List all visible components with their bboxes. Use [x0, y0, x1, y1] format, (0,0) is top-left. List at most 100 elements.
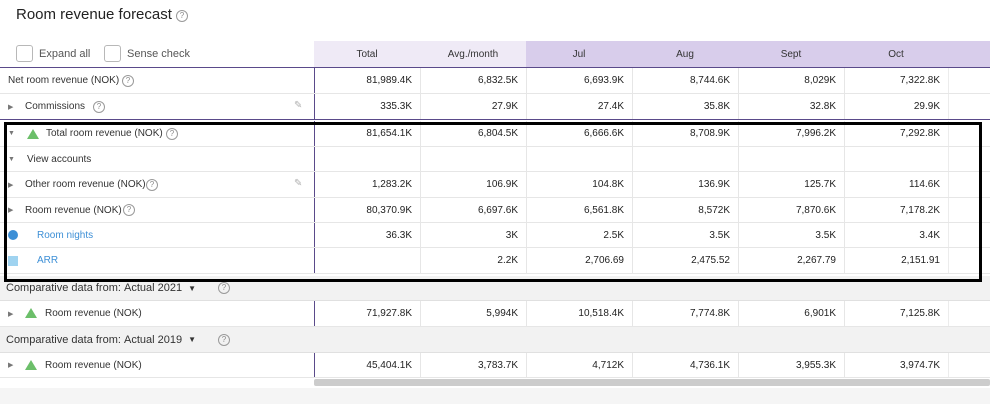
pencil-icon[interactable]: ✎ — [294, 178, 303, 189]
cell — [948, 248, 990, 273]
cell — [948, 223, 990, 247]
row-label: Room revenue (NOK) — [45, 308, 142, 319]
caret-down-icon[interactable]: ▼ — [8, 155, 15, 163]
row-label: Room revenue (NOK) — [25, 204, 122, 216]
table-row-room-nights: Room nights 36.3K 3K 2.5K 3.5K 3.5K 3.4K — [0, 223, 990, 248]
cell: 35.8K — [632, 94, 738, 119]
cell: 27.4K — [526, 94, 632, 119]
help-icon[interactable]: ? — [146, 179, 158, 191]
cell — [420, 147, 526, 171]
cell: 3,974.7K — [844, 353, 948, 377]
comparative-select[interactable]: Actual 2021 — [124, 282, 183, 294]
cell — [844, 147, 948, 171]
row-label: Room revenue (NOK) — [45, 359, 142, 371]
page-title: Room revenue forecast — [16, 6, 172, 23]
cell: 8,744.6K — [632, 68, 738, 93]
cell: 7,292.8K — [844, 121, 948, 146]
column-header-avg-month[interactable]: Avg./month — [420, 41, 526, 67]
cell: 2,267.79 — [738, 248, 844, 273]
cell: 3.5K — [738, 223, 844, 247]
comparative-header-2019: Comparative data from: Actual 2019 ▼ ? — [0, 327, 990, 353]
cell: 7,322.8K — [844, 68, 948, 93]
help-icon[interactable]: ? — [218, 334, 230, 346]
help-icon[interactable]: ? — [166, 128, 178, 140]
cell: 1,283.2K — [314, 172, 420, 197]
comparative-label: Comparative data from: Actual 2019 ▼ — [6, 327, 196, 352]
arr-link[interactable]: ARR — [37, 255, 59, 266]
comparative-label: Comparative data from: Actual 2021 ▼ — [6, 276, 196, 300]
cell — [314, 147, 420, 171]
room-nights-link[interactable]: Room nights — [37, 229, 94, 241]
table-row-commissions: ▶ Commissions ? ✎ 335.3K 27.9K 27.4K 35.… — [0, 94, 990, 120]
view-accounts-label[interactable]: View accounts — [27, 153, 92, 165]
column-header-oct[interactable]: Oct — [844, 41, 948, 67]
column-header-aug[interactable]: Aug — [632, 41, 738, 67]
cell: 7,178.2K — [844, 198, 948, 222]
table-row-view-accounts[interactable]: ▼ View accounts — [0, 147, 990, 172]
cell: 81,989.4K — [314, 68, 420, 93]
column-header-sept[interactable]: Sept — [738, 41, 844, 67]
cell — [948, 68, 990, 93]
square-icon — [8, 256, 18, 266]
cell: 6,901K — [738, 301, 844, 326]
chevron-down-icon[interactable]: ▼ — [188, 283, 197, 293]
comparative-prefix: Comparative data from: — [6, 282, 121, 294]
table-row-other-room-revenue: ▶ Other room revenue (NOK) ? ✎ 1,283.2K … — [0, 172, 990, 198]
cell — [948, 353, 990, 377]
cell: 4,712K — [526, 353, 632, 377]
help-icon[interactable]: ? — [123, 204, 135, 216]
caret-right-icon[interactable]: ▶ — [8, 181, 14, 189]
caret-down-icon[interactable]: ▼ — [8, 130, 15, 137]
triangle-up-icon — [25, 360, 37, 370]
comparative-header-2021: Comparative data from: Actual 2021 ▼ ? — [0, 276, 990, 301]
table-row-net-room-revenue: Net room revenue (NOK) ? 81,989.4K 6,832… — [0, 68, 990, 94]
cell — [948, 301, 990, 326]
triangle-up-icon — [27, 129, 39, 139]
cell: 71,927.8K — [314, 301, 420, 326]
cell: 8,029K — [738, 68, 844, 93]
table-row-total-room-revenue: ▼ Total room revenue (NOK) ? 81,654.1K 6… — [0, 121, 990, 147]
cell: 32.8K — [738, 94, 844, 119]
column-header-jul[interactable]: Jul — [526, 41, 632, 67]
cell: 125.7K — [738, 172, 844, 197]
help-icon[interactable]: ? — [93, 101, 105, 113]
pencil-icon[interactable]: ✎ — [294, 100, 303, 111]
chevron-down-icon[interactable]: ▼ — [188, 335, 197, 344]
row-label: Net room revenue (NOK) — [8, 75, 120, 86]
cell — [948, 198, 990, 222]
sense-check-control[interactable]: Sense check — [104, 45, 190, 62]
help-icon[interactable]: ? — [176, 10, 188, 22]
cell — [314, 248, 420, 273]
column-header-total[interactable]: Total — [314, 41, 420, 67]
cell — [738, 147, 844, 171]
cell: 2.5K — [526, 223, 632, 247]
sense-check-checkbox[interactable] — [104, 45, 121, 62]
cell: 36.3K — [314, 223, 420, 247]
help-icon[interactable]: ? — [218, 282, 230, 294]
comparative-select[interactable]: Actual 2019 — [124, 333, 183, 346]
caret-right-icon[interactable]: ▶ — [8, 310, 14, 318]
circle-icon — [8, 230, 18, 240]
expand-all-checkbox[interactable] — [16, 45, 33, 62]
horizontal-scrollbar[interactable] — [314, 379, 990, 386]
cell — [948, 147, 990, 171]
cell: 2.2K — [420, 248, 526, 273]
table-row-arr: ARR 2.2K 2,706.69 2,475.52 2,267.79 2,15… — [0, 248, 990, 274]
cell: 6,666.6K — [526, 121, 632, 146]
cell: 4,736.1K — [632, 353, 738, 377]
table-row-room-revenue: ▶ Room revenue (NOK) ? 80,370.9K 6,697.6… — [0, 198, 990, 223]
help-icon[interactable]: ? — [122, 75, 134, 87]
cell: 8,708.9K — [632, 121, 738, 146]
cell: 3,955.3K — [738, 353, 844, 377]
cell: 114.6K — [844, 172, 948, 197]
cell: 3K — [420, 223, 526, 247]
cell: 6,804.5K — [420, 121, 526, 146]
expand-all-label: Expand all — [39, 47, 91, 60]
comparative-prefix: Comparative data from: — [6, 333, 121, 346]
cell: 136.9K — [632, 172, 738, 197]
caret-right-icon[interactable]: ▶ — [8, 207, 14, 214]
caret-right-icon[interactable]: ▶ — [8, 362, 14, 369]
expand-all-control[interactable]: Expand all — [16, 45, 90, 62]
caret-right-icon[interactable]: ▶ — [8, 103, 14, 111]
cell: 5,994K — [420, 301, 526, 326]
